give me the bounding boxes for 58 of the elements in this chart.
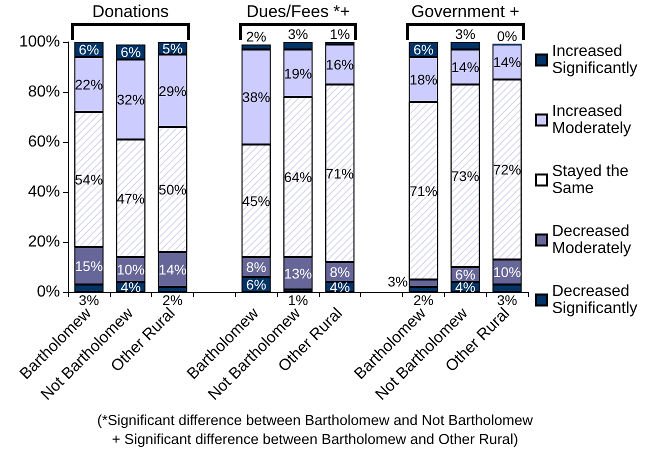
y-tick-label: 100% — [19, 34, 60, 50]
data-label: 8% — [330, 264, 350, 280]
data-label: 4% — [120, 279, 141, 295]
data-label: 18% — [409, 72, 438, 88]
legend-label: Increased Significantly — [552, 43, 638, 77]
data-label: 38% — [242, 89, 270, 105]
data-label: 5% — [162, 40, 183, 56]
y-tick-label: 20% — [28, 234, 60, 250]
data-label: 71% — [326, 165, 354, 182]
data-label: 14% — [158, 262, 187, 278]
data-label: 3% — [78, 292, 100, 308]
data-label: 29% — [158, 82, 187, 99]
legend-label: Decreased Moderately — [552, 223, 632, 257]
text: Dues/Fees *+ — [246, 2, 350, 22]
data-label: 3% — [496, 292, 518, 308]
data-label: 13% — [284, 265, 312, 282]
data-label: 2% — [162, 292, 183, 308]
text: (*Significant difference between Bartholomew and Not Bartholomew — [96, 412, 534, 430]
text: Government + — [411, 2, 520, 22]
data-label: 54% — [74, 172, 103, 188]
data-label: 32% — [116, 92, 145, 108]
data-label: 22% — [74, 76, 103, 92]
data-label: 8% — [246, 259, 266, 275]
legend-label: Decreased Significantly — [552, 283, 638, 317]
data-label: 64% — [284, 169, 312, 185]
data-label: 2% — [246, 28, 266, 44]
data-label: 15% — [74, 258, 103, 274]
data-label: 1% — [288, 292, 308, 308]
data-label: 3% — [455, 26, 476, 42]
data-label: 3% — [388, 273, 408, 290]
y-tick-label: 0% — [36, 284, 60, 300]
data-label: 6% — [246, 276, 266, 292]
data-label: 3% — [288, 26, 308, 42]
data-label: 47% — [116, 190, 145, 206]
data-label: 2% — [413, 292, 434, 308]
data-label: 19% — [284, 65, 312, 82]
data-label: 6% — [120, 44, 141, 60]
y-tick-label: 40% — [28, 184, 60, 200]
data-label: 73% — [451, 168, 480, 184]
data-label: 6% — [413, 42, 434, 58]
legend-label: Increased Moderately — [552, 103, 632, 137]
text: Donations — [92, 2, 169, 22]
data-label: 1% — [330, 26, 350, 42]
data-label: 72% — [493, 162, 522, 178]
data-label: 16% — [326, 56, 354, 72]
data-label: 4% — [330, 279, 350, 295]
text: + Significant difference between Bartholomew and Other Rural) — [110, 431, 520, 449]
data-label: 6% — [78, 42, 100, 58]
data-label: 10% — [116, 262, 145, 278]
data-label: 14% — [493, 54, 522, 70]
data-label: 50% — [158, 182, 187, 198]
data-label: 14% — [451, 59, 480, 75]
y-tick-label: 60% — [28, 134, 60, 150]
legend-label: Stayed the Same — [552, 163, 629, 197]
data-label: 71% — [409, 182, 438, 199]
data-label: 0% — [496, 28, 518, 44]
y-tick-label: 80% — [28, 84, 60, 100]
data-label: 10% — [493, 264, 522, 280]
